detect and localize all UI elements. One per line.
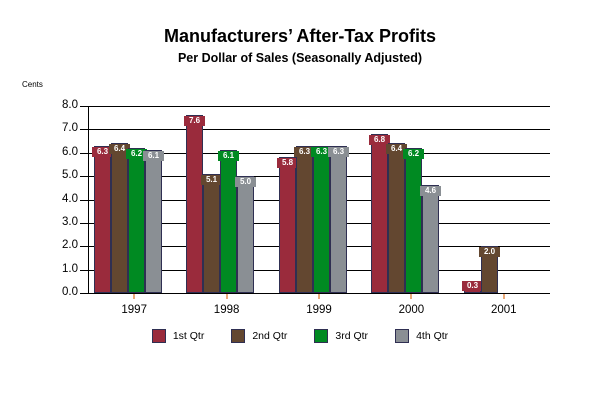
legend-item: 4th Qtr — [395, 329, 448, 343]
bar — [237, 176, 254, 293]
bar — [313, 146, 330, 293]
legend-label: 4th Qtr — [416, 330, 449, 342]
bar — [145, 150, 162, 293]
y-axis-tick — [80, 106, 88, 107]
x-axis-tick — [225, 294, 228, 299]
x-tick-label: 2001 — [491, 304, 517, 316]
bar-value-label: 6.3 — [92, 147, 113, 157]
y-axis-units-label: Cents — [22, 80, 43, 89]
bar-value-label: 6.1 — [218, 151, 239, 161]
bar-value-label: 2.0 — [479, 247, 500, 257]
legend-swatch — [395, 329, 410, 343]
bar — [422, 185, 439, 293]
y-tick-label: 0.0 — [62, 286, 78, 298]
bar — [220, 150, 237, 293]
bar-value-label: 6.2 — [403, 149, 424, 159]
bar-value-label: 6.4 — [109, 144, 130, 154]
bar-value-label: 0.3 — [462, 281, 483, 291]
x-axis-tick — [502, 294, 505, 299]
bar — [186, 115, 203, 293]
y-tick-label: 4.0 — [62, 192, 78, 205]
legend-label: 3rd Qtr — [335, 330, 369, 342]
bar-value-label: 6.8 — [369, 135, 390, 145]
y-tick-label: 8.0 — [62, 99, 78, 111]
bar — [388, 143, 405, 293]
x-axis-tick — [410, 294, 413, 299]
bar-value-label: 6.3 — [311, 147, 332, 157]
gridline — [88, 106, 550, 107]
y-tick-label: 2.0 — [62, 239, 78, 252]
bar-value-label: 6.3 — [294, 147, 315, 157]
bar — [279, 157, 296, 293]
chart-subtitle: Per Dollar of Sales (Seasonally Adjusted… — [177, 51, 423, 65]
legend-item: 1st Qtr — [151, 329, 205, 343]
bar — [405, 148, 422, 293]
y-axis-tick — [80, 152, 88, 154]
legend-swatch — [231, 329, 246, 343]
y-axis-tick — [80, 269, 88, 271]
bar — [481, 246, 498, 293]
legend-swatch — [151, 329, 166, 343]
y-axis-tick — [80, 293, 88, 294]
y-tick-label: 6.0 — [62, 145, 78, 158]
y-tick-label: 5.0 — [62, 169, 78, 182]
y-axis-tick — [80, 176, 88, 178]
bar-value-label: 6.1 — [143, 151, 164, 161]
bar-value-label: 7.6 — [184, 116, 205, 126]
y-tick-label: 7.0 — [62, 122, 78, 135]
legend-item: 2nd Qtr — [231, 329, 287, 343]
bar — [203, 174, 220, 293]
bar-value-label: 6.4 — [386, 144, 407, 154]
bar-value-label: 4.6 — [420, 186, 441, 196]
bar — [128, 148, 145, 293]
x-axis-line — [88, 293, 550, 294]
bar — [111, 143, 128, 293]
bar — [94, 146, 111, 293]
x-tick-label: 1997 — [121, 304, 147, 316]
y-axis-tick — [80, 246, 88, 248]
legend-label: 2nd Qtr — [252, 330, 288, 342]
bar — [296, 146, 313, 293]
chart-title: Manufacturers’ After-Tax Profits — [163, 26, 437, 46]
bar-value-label: 5.0 — [235, 177, 256, 187]
legend: 1st Qtr 2nd Qtr 3rd Qtr 4th Qtr — [0, 329, 600, 343]
bar — [371, 134, 388, 293]
gridline — [88, 129, 550, 131]
x-axis-tick — [133, 294, 136, 299]
bar-value-label: 6.3 — [328, 147, 349, 157]
x-axis-tick — [318, 294, 320, 299]
x-tick-label: 1999 — [306, 304, 332, 316]
legend-label: 1st Qtr — [172, 330, 205, 342]
bar-value-label: 5.8 — [277, 158, 298, 168]
x-tick-label: 1998 — [213, 304, 240, 316]
y-axis-tick — [80, 129, 88, 131]
bar-value-label: 6.2 — [126, 149, 147, 159]
y-tick-label: 3.0 — [62, 215, 78, 228]
y-axis-tick — [80, 222, 88, 224]
y-axis-line — [88, 106, 89, 294]
bar-value-label: 5.1 — [201, 175, 222, 185]
legend-swatch — [314, 329, 329, 343]
y-tick-label: 1.0 — [62, 262, 78, 275]
y-axis-tick — [80, 199, 88, 201]
legend-item: 3rd Qtr — [314, 329, 368, 343]
x-tick-label: 2000 — [398, 304, 425, 316]
bar — [330, 146, 347, 293]
